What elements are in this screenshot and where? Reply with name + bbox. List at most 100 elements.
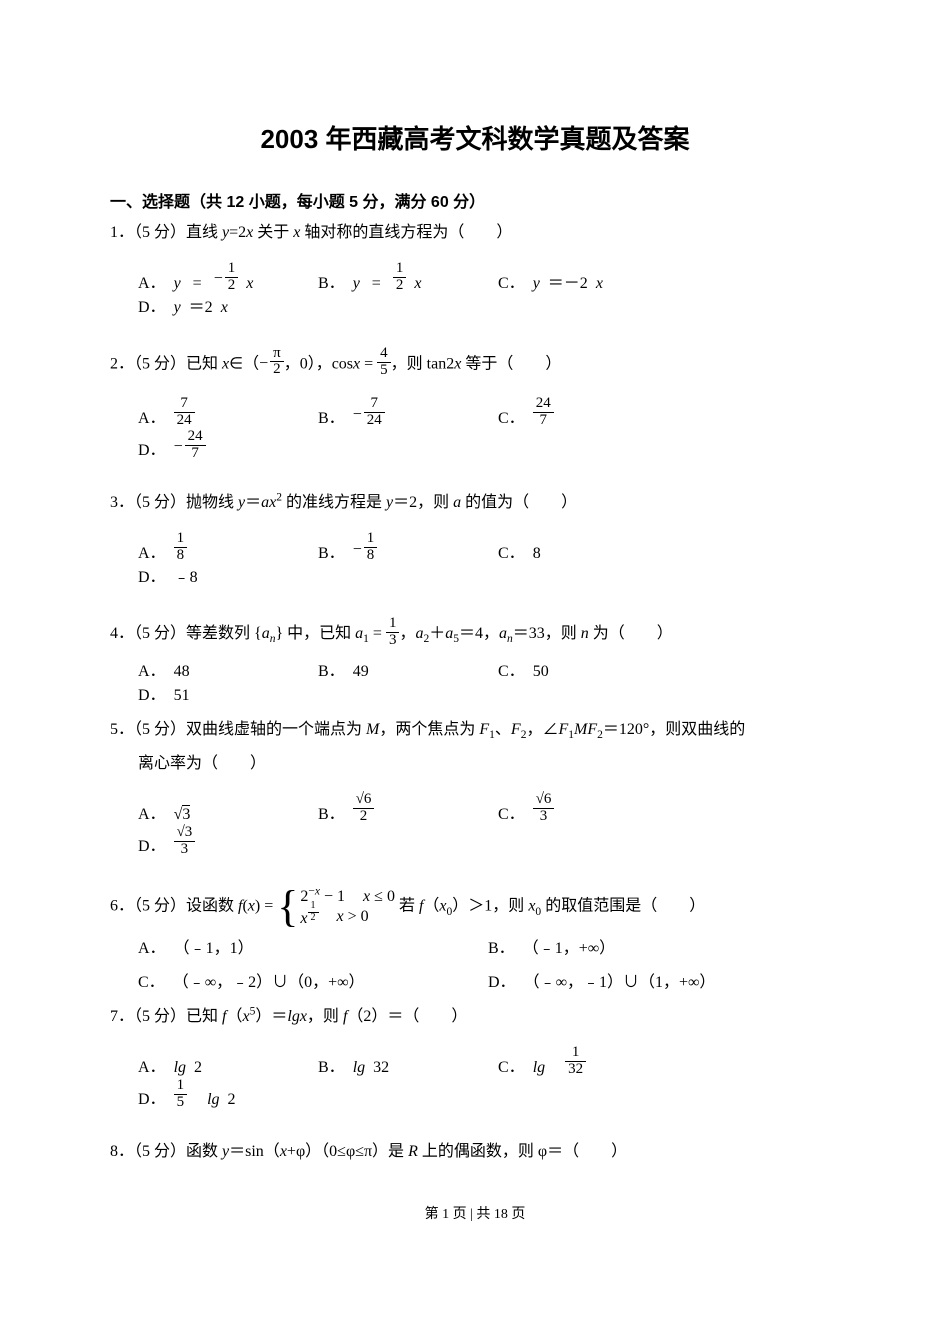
q5-text: ，∠ xyxy=(526,721,558,738)
option-label: C． xyxy=(498,803,525,827)
q8-text: 8．（5 分）函数 xyxy=(110,1143,222,1160)
question-6: 6．（5 分）设函数 f(x) = { 2−x − 1x ≤ 0 x12x > … xyxy=(110,887,840,995)
option-value: ＝2 xyxy=(189,296,213,320)
q4-stem: 4．（5 分）等差数列 {an} 中，已知 a1 = 13，a2＋a5＝4，an… xyxy=(110,618,840,651)
q5-text: ＝120°，则双曲线的 xyxy=(603,721,745,738)
q5-text: 5．（5 分）双曲线虚轴的一个端点为 xyxy=(110,721,366,738)
q1-opt-C: C． y＝－2x xyxy=(498,272,668,296)
q7-opt-B: B． lg 32 xyxy=(318,1056,488,1080)
option-label: B． xyxy=(318,660,345,684)
exam-page: 2003 年西藏高考文科数学真题及答案 一、选择题（共 12 小题，每小题 5 … xyxy=(0,0,950,1265)
option-label: C． xyxy=(498,542,525,566)
option-label: B． xyxy=(318,803,345,827)
section-1-heading: 一、选择题（共 12 小题，每小题 5 分，满分 60 分） xyxy=(110,191,840,215)
q7-opt-C: C． lg 132 xyxy=(498,1047,668,1080)
option-label: A． xyxy=(138,937,166,961)
q5-opt-A: A． √3 xyxy=(138,803,308,827)
q2-options: A． 724 B． −724 C． 247 D． −247 xyxy=(138,398,840,463)
q1-opt-B: B． y = 12x xyxy=(318,263,488,296)
q6-text: 若 xyxy=(399,898,419,915)
q1-opt-D: D． y＝2x xyxy=(138,296,308,320)
q6-text: 的取值范围是（ ） xyxy=(541,898,705,915)
q4-text: ， xyxy=(399,625,415,642)
option-value: （﹣∞，﹣2）∪（0，+∞） xyxy=(173,971,365,995)
option-value: lg xyxy=(353,1056,365,1080)
option-value: y xyxy=(533,272,540,296)
q7-text: ）＝ xyxy=(255,1008,287,1025)
q3-opt-A: A． 18 xyxy=(138,533,308,566)
q6-text: （ xyxy=(423,898,439,915)
option-label: C． xyxy=(498,1056,525,1080)
q7-text: 7．（5 分）已知 xyxy=(110,1008,222,1025)
q2-opt-D: D． −247 xyxy=(138,431,308,464)
option-value: 51 xyxy=(174,684,190,708)
option-value: y xyxy=(174,296,181,320)
option-value: 8 xyxy=(533,542,541,566)
q4-opt-A: A．48 xyxy=(138,660,308,684)
option-label: D． xyxy=(138,1088,166,1112)
q1-text: 轴对称的直线方程为（ ） xyxy=(300,224,512,241)
q6-opt-D: D． （﹣∞，﹣1）∪（1，+∞） xyxy=(488,971,828,995)
q2-text: 2．（5 分）已知 xyxy=(110,355,222,372)
option-label: B． xyxy=(318,1056,345,1080)
q2-text: ，0），cos xyxy=(284,355,353,372)
option-label: A． xyxy=(138,1056,166,1080)
option-label: B． xyxy=(318,542,345,566)
page-footer: 第 1 页 | 共 18 页 xyxy=(110,1204,840,1225)
option-value: （﹣∞，﹣1）∪（1，+∞） xyxy=(524,971,716,995)
q6-opt-A: A． （﹣1，1） xyxy=(138,937,478,961)
q8-text: ＝sin（ xyxy=(229,1143,280,1160)
question-3: 3．（5 分）抛物线 y＝ax2 的准线方程是 y＝2，则 a 的值为（ ） A… xyxy=(110,491,840,590)
q5-opt-D: D． √33 xyxy=(138,827,308,860)
q1-options: A． y = −12x B． y = 12x C． y＝－2x D． y＝2x xyxy=(138,263,840,320)
q4-text: ＝33，则 xyxy=(513,625,581,642)
q7-text: （2）＝（ ） xyxy=(347,1008,467,1025)
question-2: 2．（5 分）已知 x∈（−π2，0），cosx = 45，则 tan2x 等于… xyxy=(110,348,840,464)
option-value: 50 xyxy=(533,660,549,684)
q3-text: 的准线方程是 xyxy=(282,494,386,511)
option-value: 32 xyxy=(373,1056,389,1080)
q5-stem-line2: 离心率为（ ） xyxy=(110,752,840,776)
q6-stem: 6．（5 分）设函数 f(x) = { 2−x − 1x ≤ 0 x12x > … xyxy=(110,887,840,927)
option-value: ﹣8 xyxy=(174,566,198,590)
q2-text: ，则 tan2 xyxy=(391,355,455,372)
q7-text: ，则 xyxy=(307,1008,343,1025)
q4-opt-D: D． 51 xyxy=(138,684,308,708)
question-1: 1．（5 分）直线 y=2x 关于 x 轴对称的直线方程为（ ） A． y = … xyxy=(110,221,840,320)
option-label: D． xyxy=(138,835,166,859)
q3-opt-C: C． 8 xyxy=(498,542,668,566)
q7-stem: 7．（5 分）已知 f（x5）＝lgx，则 f（2）＝（ ） xyxy=(110,1005,840,1029)
q4-opt-B: B． 49 xyxy=(318,660,488,684)
q7-opt-A: A． lg2 xyxy=(138,1056,308,1080)
option-label: D． xyxy=(488,971,516,995)
option-label: D． xyxy=(138,296,166,320)
option-label: C． xyxy=(498,407,525,431)
q2-text: ∈（ xyxy=(229,355,259,372)
option-label: D． xyxy=(138,684,166,708)
option-value: 49 xyxy=(353,660,369,684)
q8-text: 上的偶函数，则 φ＝（ ） xyxy=(418,1143,627,1160)
q2-text: 等于（ ） xyxy=(461,355,561,372)
option-value: （﹣1，1） xyxy=(174,937,254,961)
q6-opt-B: B．（﹣1，+∞） xyxy=(488,937,828,961)
q8-stem: 8．（5 分）函数 y＝sin（x+φ）（0≤φ≤π）是 R 上的偶函数，则 φ… xyxy=(110,1140,840,1164)
option-value: 48 xyxy=(174,660,190,684)
q6-text: 6．（5 分）设函数 xyxy=(110,898,238,915)
q4-text: ＋ xyxy=(429,625,445,642)
option-label: C． xyxy=(498,660,525,684)
q6-options-row2: C．（﹣∞，﹣2）∪（0，+∞） D． （﹣∞，﹣1）∪（1，+∞） xyxy=(138,971,840,995)
q1-stem: 1．（5 分）直线 y=2x 关于 x 轴对称的直线方程为（ ） xyxy=(110,221,840,245)
q2-stem: 2．（5 分）已知 x∈（−π2，0），cosx = 45，则 tan2x 等于… xyxy=(110,348,840,381)
q5-opt-B: B． √62 xyxy=(318,794,488,827)
option-label: D． xyxy=(138,439,166,463)
option-label: B． xyxy=(318,407,345,431)
q5-opt-C: C． √63 xyxy=(498,794,668,827)
question-8: 8．（5 分）函数 y＝sin（x+φ）（0≤φ≤π）是 R 上的偶函数，则 φ… xyxy=(110,1140,840,1164)
q6-options-row1: A． （﹣1，1） B．（﹣1，+∞） xyxy=(138,937,840,961)
option-label: A． xyxy=(138,542,166,566)
q4-text: 为（ ） xyxy=(589,625,673,642)
q6-opt-C: C．（﹣∞，﹣2）∪（0，+∞） xyxy=(138,971,478,995)
q1-text: =2 xyxy=(229,224,246,241)
q7-text: （ xyxy=(226,1008,242,1025)
option-label: A． xyxy=(138,407,166,431)
